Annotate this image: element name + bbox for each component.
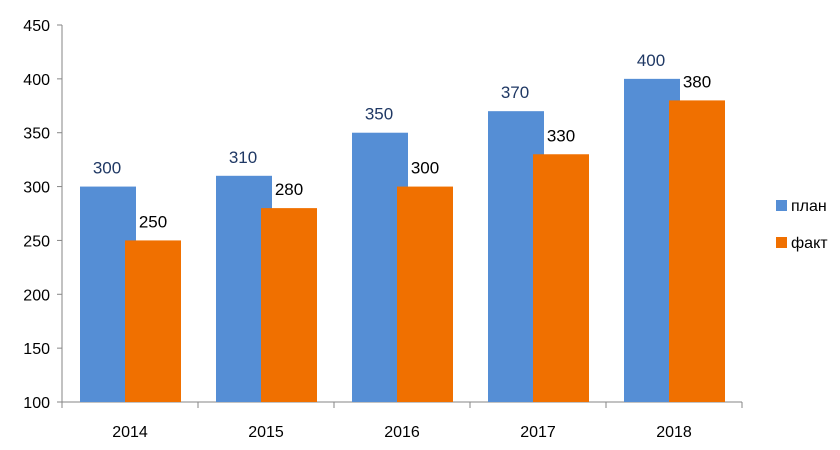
data-label-plan: 370 bbox=[501, 83, 529, 102]
x-tick-label: 2014 bbox=[112, 424, 148, 441]
bar-fact-2016 bbox=[397, 186, 453, 402]
legend-swatch-fact bbox=[776, 237, 787, 248]
y-tick-label: 350 bbox=[23, 126, 50, 143]
legend-swatch-plan bbox=[776, 200, 787, 211]
y-tick-label: 300 bbox=[23, 180, 50, 197]
data-label-plan: 400 bbox=[637, 51, 665, 70]
y-tick-label: 100 bbox=[23, 395, 50, 412]
bar-fact-2015 bbox=[261, 208, 317, 402]
y-tick-label: 450 bbox=[23, 18, 50, 35]
x-tick-label: 2018 bbox=[656, 424, 692, 441]
data-label-fact: 250 bbox=[139, 212, 167, 231]
data-label-plan: 300 bbox=[93, 159, 121, 178]
legend: план факт bbox=[776, 198, 828, 252]
x-tick-label: 2016 bbox=[384, 424, 420, 441]
data-labels: 300 310 350 370 400 250 280 300 330 380 bbox=[93, 51, 711, 232]
y-tick-label: 250 bbox=[23, 233, 50, 250]
bar-fact-2017 bbox=[533, 154, 589, 402]
data-label-fact: 300 bbox=[411, 159, 439, 178]
data-label-plan: 310 bbox=[229, 148, 257, 167]
bar-fact-2014 bbox=[125, 240, 181, 402]
data-label-fact: 280 bbox=[275, 180, 303, 199]
x-tick-label: 2017 bbox=[520, 424, 556, 441]
y-tick-label: 200 bbox=[23, 287, 50, 304]
bars bbox=[80, 78, 725, 403]
legend-label-fact: факт bbox=[791, 235, 828, 252]
data-label-plan: 350 bbox=[365, 105, 393, 124]
x-tick-label: 2015 bbox=[248, 424, 284, 441]
data-label-fact: 380 bbox=[683, 72, 711, 91]
y-tick-label: 150 bbox=[23, 341, 50, 358]
legend-label-plan: план bbox=[791, 198, 827, 215]
y-tick-label: 400 bbox=[23, 72, 50, 89]
bar-fact-2018 bbox=[669, 100, 725, 403]
data-label-fact: 330 bbox=[547, 126, 575, 145]
